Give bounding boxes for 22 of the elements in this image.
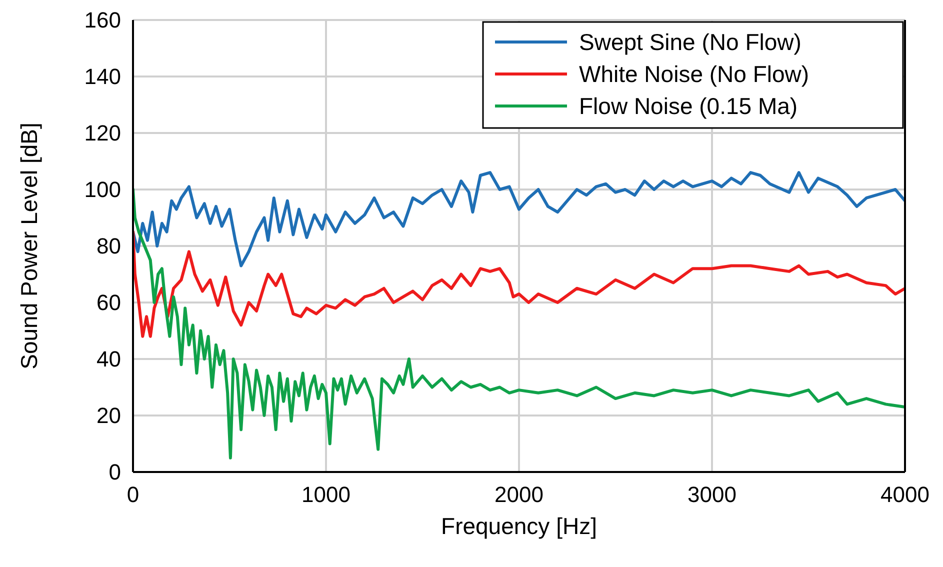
legend-label: White Noise (No Flow) [579, 61, 810, 88]
y-axis-title: Sound Power Level [dB] [16, 122, 42, 370]
y-tick-label: 60 [96, 290, 121, 316]
x-tick-label: 1000 [302, 482, 350, 507]
x-axis-title: Frequency [Hz] [441, 513, 597, 539]
y-tick-label: 120 [84, 120, 121, 146]
y-tick-label: 40 [96, 346, 121, 372]
x-tick-label: 0 [126, 482, 140, 507]
line-series [133, 188, 905, 460]
x-tick-label: 2000 [494, 482, 544, 507]
legend-label: Flow Noise (0.15 Ma) [579, 93, 798, 120]
y-tick-label: 20 [96, 403, 121, 428]
line-series [133, 171, 905, 268]
y-tick-label: 100 [84, 177, 121, 202]
y-tick-label: 80 [96, 234, 121, 259]
y-tick-label: 160 [84, 8, 121, 33]
line-series [133, 230, 905, 338]
y-tick-label: 0 [108, 460, 121, 485]
y-tick-label: 140 [84, 64, 121, 90]
x-tick-label: 4000 [880, 482, 930, 507]
legend-label: Swept Sine (No Flow) [579, 29, 802, 56]
x-tick-label: 3000 [688, 482, 736, 507]
